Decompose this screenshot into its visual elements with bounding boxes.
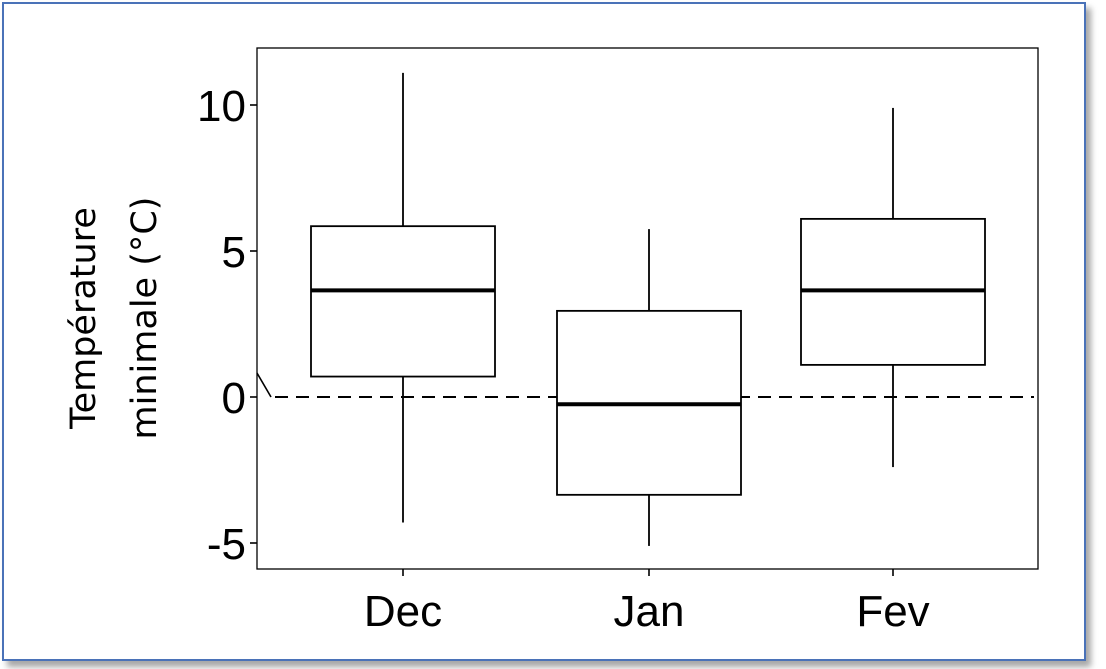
y-tick-label: -5 [207, 520, 246, 569]
box-jan [556, 229, 742, 546]
box-dec [310, 72, 496, 523]
y-axis-label-line-2: minimale (°C) [125, 197, 165, 440]
y-tick-label: 10 [197, 82, 246, 131]
reference-line-connector [256, 372, 272, 398]
box-fev [800, 107, 986, 468]
interquartile-box [310, 225, 496, 378]
x-tick-label: Dec [364, 587, 442, 636]
x-axis: Dec Jan Fev [364, 569, 930, 636]
boxes-group [310, 72, 986, 546]
x-tick-label: Fev [856, 587, 929, 636]
plot-border [256, 47, 1039, 570]
y-tick-label: 5 [222, 228, 246, 277]
y-tick-label: 0 [222, 374, 246, 423]
y-axis-label-line-1: Température [64, 207, 104, 430]
y-axis: -5 0 5 10 [197, 82, 257, 569]
x-tick-label: Jan [614, 587, 685, 636]
